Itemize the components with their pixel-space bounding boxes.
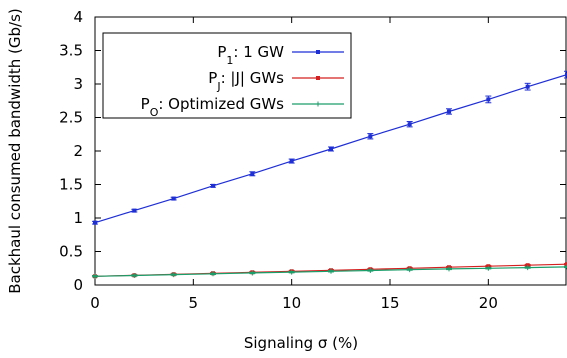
data-point xyxy=(328,268,334,274)
y-tick-label: 2 xyxy=(73,142,83,160)
data-point xyxy=(93,220,97,225)
y-tick-label: 4 xyxy=(73,8,83,26)
data-point xyxy=(250,171,255,176)
x-tick-label: 0 xyxy=(90,294,100,312)
legend-label-2: PJ: |J| GWs xyxy=(208,69,284,93)
legend-marker-2 xyxy=(316,76,320,80)
data-point xyxy=(565,262,567,267)
y-tick-label: 3.5 xyxy=(59,42,83,60)
y-axis-label: Backhaul consumed bandwidth (Gb/s) xyxy=(6,8,24,294)
legend-label-3: PO: Optimized GWs xyxy=(141,95,285,119)
data-point xyxy=(368,134,373,139)
data-point xyxy=(565,72,567,77)
x-axis-label: Signaling σ (%) xyxy=(244,334,358,352)
data-point xyxy=(131,272,137,278)
data-point xyxy=(211,183,215,188)
data-point xyxy=(210,271,216,277)
data-point xyxy=(289,159,294,164)
y-tick-label: 1 xyxy=(73,209,83,227)
series-layer xyxy=(92,70,567,279)
x-tick-label: 15 xyxy=(380,294,399,312)
data-point xyxy=(367,267,373,273)
legend-label-1: P1: 1 GW xyxy=(217,43,284,67)
data-point xyxy=(486,97,491,102)
legend-marker-1 xyxy=(316,50,320,54)
series-3 xyxy=(92,264,567,279)
data-point xyxy=(171,272,177,278)
y-tick-label: 2.5 xyxy=(59,109,83,127)
data-point xyxy=(249,270,255,276)
data-point xyxy=(525,84,530,89)
data-point xyxy=(92,273,98,279)
data-point xyxy=(447,109,451,114)
data-point xyxy=(407,122,412,127)
x-tick-label: 5 xyxy=(189,294,199,312)
legend-marker-3 xyxy=(315,101,321,107)
x-tick-label: 10 xyxy=(282,294,301,312)
data-point xyxy=(485,265,491,271)
data-point xyxy=(525,265,531,271)
data-point xyxy=(564,264,567,270)
y-tick-label: 0.5 xyxy=(59,243,83,261)
data-point xyxy=(329,146,333,151)
y-tick-label: 3 xyxy=(73,75,83,93)
data-point xyxy=(289,269,295,275)
data-point xyxy=(446,266,452,272)
series-1 xyxy=(92,70,567,225)
y-tick-label: 0 xyxy=(73,276,83,294)
axis-ticks: 0 0.5 1 1.5 2 2.5 3 3.5 4 0 5 10 15 20 xyxy=(59,8,566,312)
data-point xyxy=(171,196,176,201)
x-tick-label: 20 xyxy=(479,294,498,312)
data-point xyxy=(132,208,137,213)
y-tick-label: 1.5 xyxy=(59,176,83,194)
data-point xyxy=(407,267,413,273)
